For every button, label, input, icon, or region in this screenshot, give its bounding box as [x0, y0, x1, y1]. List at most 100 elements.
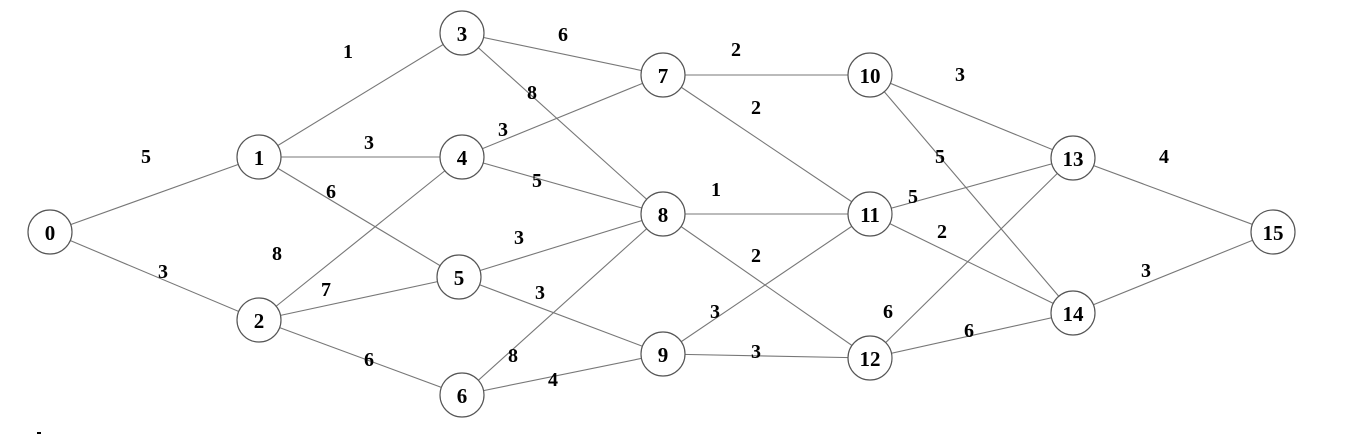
node-0: 0 — [27, 209, 73, 255]
node-label-1: 1 — [254, 146, 265, 170]
node-circle-12 — [847, 335, 893, 381]
edge-8-12 — [662, 213, 871, 359]
node-11: 11 — [847, 191, 893, 237]
node-circle-11 — [847, 191, 893, 237]
edge-weight-4-7: 3 — [498, 119, 508, 141]
node-1: 1 — [236, 134, 282, 180]
node-circle-7 — [640, 52, 686, 98]
node-circle-14 — [1050, 290, 1096, 336]
edge-weight-3-8: 8 — [527, 82, 537, 104]
node-circle-0 — [27, 209, 73, 255]
node-9: 9 — [640, 331, 686, 377]
node-12: 12 — [847, 335, 893, 381]
edge-weight-11-13: 5 — [908, 186, 918, 208]
node-circle-8 — [640, 191, 686, 237]
node-8: 8 — [640, 191, 686, 237]
node-label-3: 3 — [457, 22, 468, 46]
edge-weight-1-4: 3 — [364, 132, 374, 154]
edge-14-15 — [1072, 231, 1274, 314]
node-label-9: 9 — [658, 343, 669, 367]
node-label-11: 11 — [860, 203, 880, 227]
edge-weight-5-8: 3 — [514, 227, 524, 249]
edge-weight-10-13: 3 — [955, 64, 965, 86]
node-circle-15 — [1250, 209, 1296, 255]
edge-7-11 — [662, 74, 871, 215]
edges-layer — [49, 32, 1274, 396]
edge-weight-2-5: 7 — [321, 279, 331, 301]
node-label-6: 6 — [457, 384, 468, 408]
edge-6-9 — [461, 353, 664, 396]
edge-2-5 — [258, 276, 460, 321]
node-circle-1 — [236, 134, 282, 180]
edge-4-7 — [461, 74, 664, 158]
edge-11-14 — [869, 213, 1074, 314]
node-3: 3 — [439, 10, 485, 56]
edge-5-9 — [458, 276, 664, 355]
node-15: 15 — [1250, 209, 1296, 255]
edge-13-15 — [1072, 157, 1274, 233]
node-circle-10 — [847, 52, 893, 98]
node-circle-2 — [236, 297, 282, 343]
edge-weight-6-9: 4 — [548, 369, 558, 391]
node-label-14: 14 — [1063, 302, 1085, 326]
edge-weight-9-12: 3 — [751, 341, 761, 363]
edge-11-13 — [869, 157, 1074, 215]
node-14: 14 — [1050, 290, 1096, 336]
edge-3-7 — [461, 32, 664, 76]
edge-12-13 — [869, 157, 1074, 359]
edge-2-4 — [258, 156, 463, 321]
edge-0-2 — [49, 231, 260, 321]
node-10: 10 — [847, 52, 893, 98]
node-label-0: 0 — [45, 221, 56, 245]
corner-mark — [37, 432, 41, 434]
edge-weight-9-11: 3 — [710, 301, 720, 323]
edge-weight-0-2: 3 — [158, 261, 168, 283]
edge-weight-11-14: 2 — [937, 221, 947, 243]
edge-weight-12-13: 6 — [883, 301, 893, 323]
node-7: 7 — [640, 52, 686, 98]
node-label-13: 13 — [1063, 147, 1084, 171]
node-6: 6 — [439, 372, 485, 418]
edge-weight-6-8: 8 — [508, 345, 518, 367]
node-5: 5 — [436, 254, 482, 300]
edge-weight-10-14: 5 — [935, 146, 945, 168]
edge-4-8 — [461, 156, 664, 215]
node-circle-4 — [439, 134, 485, 180]
node-label-7: 7 — [658, 64, 669, 88]
edge-weight-7-11: 2 — [751, 97, 761, 119]
edge-weight-2-4: 8 — [272, 243, 282, 265]
edge-weight-7-10: 2 — [731, 39, 741, 61]
node-label-4: 4 — [457, 146, 468, 170]
node-circle-3 — [439, 10, 485, 56]
edge-weight-1-5: 6 — [326, 181, 336, 203]
node-label-8: 8 — [658, 203, 669, 227]
edge-3-8 — [461, 32, 664, 215]
edge-weight-3-7: 6 — [558, 24, 568, 46]
node-circle-5 — [436, 254, 482, 300]
edge-9-12 — [662, 353, 871, 359]
edge-weight-5-9: 3 — [535, 282, 545, 304]
node-circle-9 — [640, 331, 686, 377]
node-label-15: 15 — [1263, 221, 1284, 245]
edge-weight-13-15: 4 — [1159, 146, 1169, 168]
edge-2-6 — [258, 319, 463, 396]
edge-1-3 — [258, 32, 463, 158]
edge-9-11 — [662, 213, 871, 355]
node-2: 2 — [236, 297, 282, 343]
edge-weight-12-14: 6 — [964, 320, 974, 342]
node-label-5: 5 — [454, 266, 465, 290]
edge-weight-0-1: 5 — [141, 146, 151, 168]
edge-weight-4-8: 5 — [532, 170, 542, 192]
node-4: 4 — [439, 134, 485, 180]
edge-weight-8-11: 1 — [711, 179, 721, 201]
node-circle-6 — [439, 372, 485, 418]
node-label-2: 2 — [254, 309, 265, 333]
edge-6-8 — [461, 213, 664, 396]
node-label-12: 12 — [860, 347, 881, 371]
edge-weight-14-15: 3 — [1141, 260, 1151, 282]
edge-0-1 — [49, 156, 260, 233]
node-circle-13 — [1050, 135, 1096, 181]
node-label-10: 10 — [860, 64, 881, 88]
